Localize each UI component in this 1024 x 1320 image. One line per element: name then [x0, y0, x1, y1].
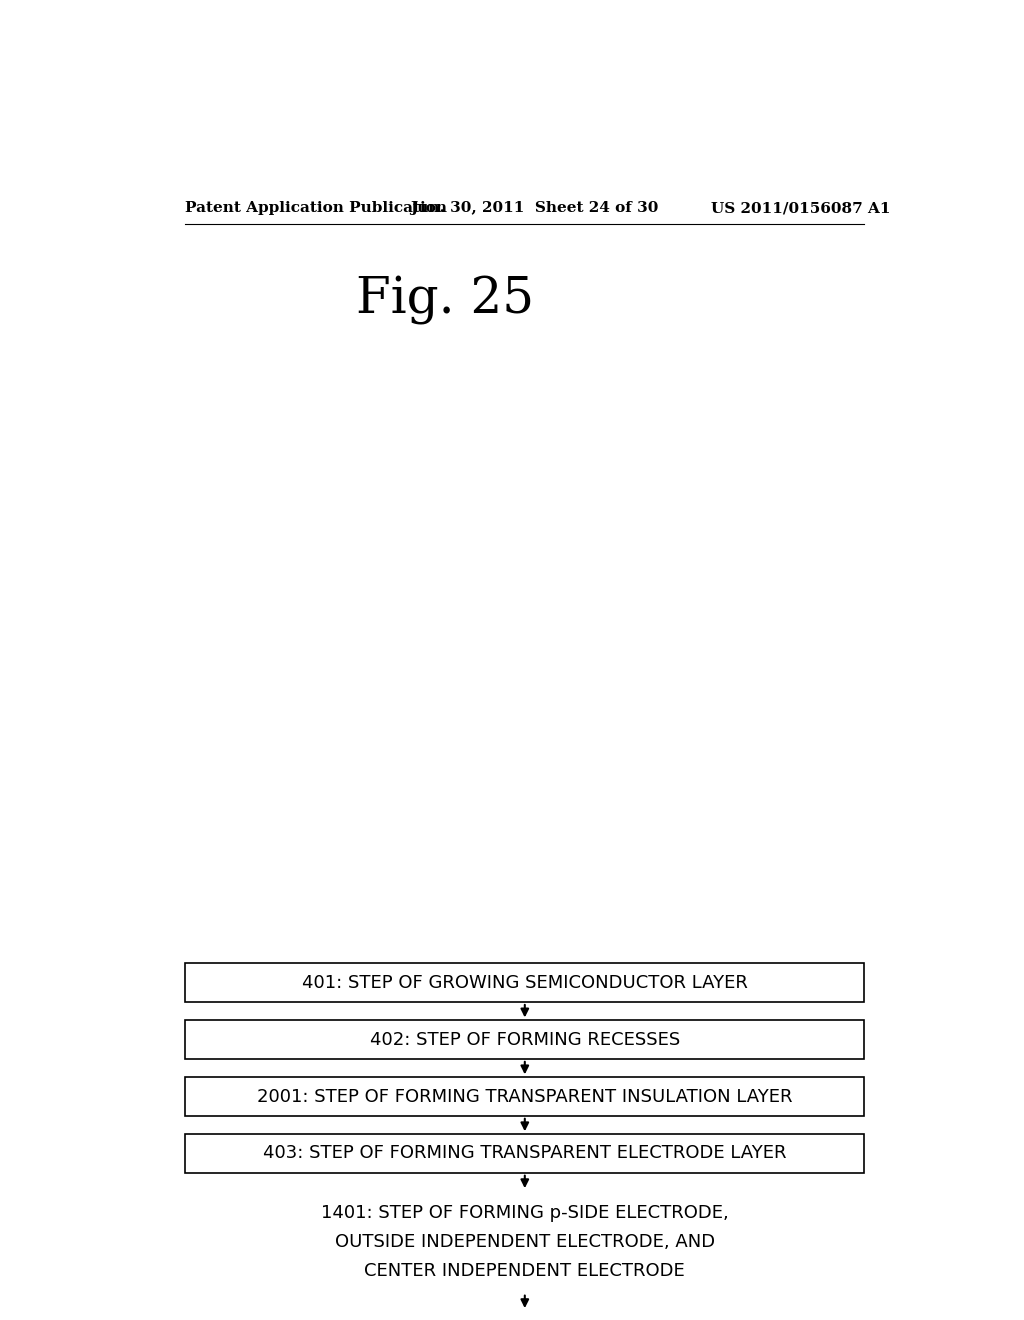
Text: CENTER INDEPENDENT ELECTRODE: CENTER INDEPENDENT ELECTRODE — [365, 1262, 685, 1280]
Text: 2001: STEP OF FORMING TRANSPARENT INSULATION LAYER: 2001: STEP OF FORMING TRANSPARENT INSULA… — [257, 1088, 793, 1106]
Bar — [185, 1077, 864, 1115]
Text: US 2011/0156087 A1: US 2011/0156087 A1 — [712, 201, 891, 215]
Text: 401: STEP OF GROWING SEMICONDUCTOR LAYER: 401: STEP OF GROWING SEMICONDUCTOR LAYER — [302, 974, 748, 991]
Text: 402: STEP OF FORMING RECESSES: 402: STEP OF FORMING RECESSES — [370, 1031, 680, 1048]
Text: 403: STEP OF FORMING TRANSPARENT ELECTRODE LAYER: 403: STEP OF FORMING TRANSPARENT ELECTRO… — [263, 1144, 786, 1163]
Bar — [185, 964, 864, 1002]
Text: Fig. 25: Fig. 25 — [356, 276, 535, 325]
Bar — [185, 1311, 864, 1320]
Text: 1401: STEP OF FORMING p-SIDE ELECTRODE,: 1401: STEP OF FORMING p-SIDE ELECTRODE, — [321, 1204, 729, 1222]
Bar — [185, 1191, 864, 1292]
Bar — [185, 1134, 864, 1172]
Text: OUTSIDE INDEPENDENT ELECTRODE, AND: OUTSIDE INDEPENDENT ELECTRODE, AND — [335, 1233, 715, 1251]
Text: Jun. 30, 2011  Sheet 24 of 30: Jun. 30, 2011 Sheet 24 of 30 — [410, 201, 658, 215]
Text: Patent Application Publication: Patent Application Publication — [185, 201, 447, 215]
Bar — [185, 1020, 864, 1059]
